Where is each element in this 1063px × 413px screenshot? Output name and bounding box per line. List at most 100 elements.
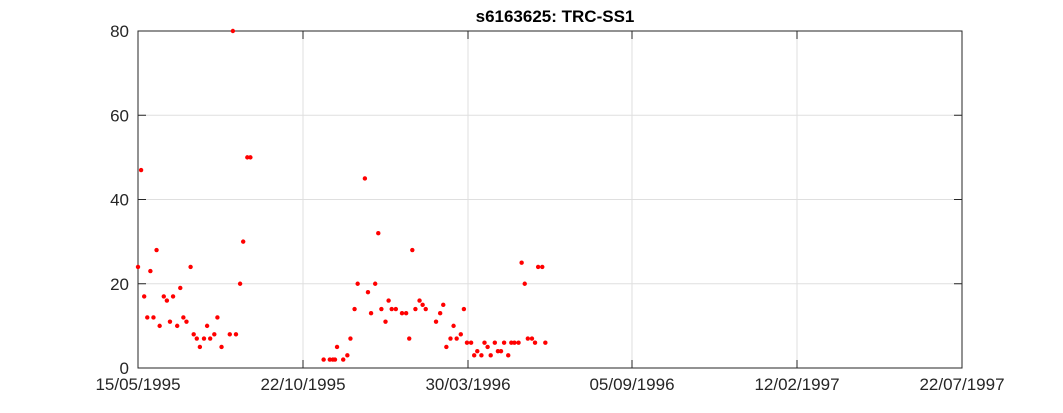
data-point — [488, 353, 493, 358]
data-point — [479, 353, 484, 358]
data-point — [194, 336, 199, 341]
data-point — [327, 357, 333, 362]
data-point — [321, 357, 326, 362]
data-point — [516, 340, 521, 345]
chart-title: s6163625: TRC-SS1 — [476, 7, 635, 26]
data-point — [201, 336, 207, 341]
data-point — [525, 336, 531, 341]
data-point — [154, 247, 159, 253]
data-point — [444, 344, 449, 350]
data-point — [543, 340, 548, 345]
data-point — [482, 340, 487, 345]
data-point — [512, 340, 517, 345]
data-point — [417, 298, 422, 303]
data-point — [332, 357, 338, 362]
data-point — [348, 336, 353, 341]
data-point — [334, 344, 340, 350]
x-tick-label: 22/07/1997 — [919, 375, 1004, 394]
data-point — [341, 357, 346, 362]
data-point — [472, 353, 477, 358]
grid-lines — [138, 31, 962, 368]
data-point — [492, 340, 498, 345]
data-point — [141, 294, 147, 299]
data-point — [215, 315, 220, 320]
data-point — [184, 319, 189, 324]
data-point — [386, 298, 391, 303]
data-point — [413, 306, 418, 312]
y-tick-label: 20 — [110, 275, 129, 294]
data-point — [355, 281, 360, 286]
data-point — [372, 281, 378, 286]
data-point — [379, 306, 384, 312]
x-tick-label: 30/03/1996 — [425, 375, 510, 394]
data-point — [151, 315, 156, 320]
data-point — [188, 264, 193, 270]
x-tick-label: 05/09/1996 — [589, 375, 674, 394]
data-point — [437, 311, 443, 316]
data-point — [174, 323, 180, 329]
data-point — [529, 336, 535, 341]
data-point — [365, 289, 371, 295]
data-points — [135, 28, 548, 362]
data-point — [410, 247, 415, 253]
y-tick-label: 60 — [110, 106, 129, 125]
data-point — [454, 336, 459, 341]
data-point — [461, 306, 467, 312]
data-point — [138, 167, 144, 173]
data-point — [148, 268, 153, 274]
data-point — [458, 332, 463, 337]
data-point — [535, 264, 541, 270]
data-point — [485, 344, 490, 350]
data-point — [495, 348, 501, 354]
data-point — [393, 306, 399, 312]
data-point — [540, 264, 545, 270]
data-point — [383, 319, 388, 324]
data-point — [376, 231, 381, 236]
data-point — [245, 155, 250, 160]
data-point — [240, 239, 246, 244]
data-point — [464, 340, 470, 345]
data-point — [501, 340, 507, 345]
data-point — [204, 323, 210, 329]
data-point — [448, 336, 453, 341]
data-point — [475, 348, 480, 354]
x-tick-label: 12/02/1997 — [754, 375, 839, 394]
data-point — [227, 332, 232, 337]
data-point — [420, 302, 425, 308]
data-point — [519, 260, 524, 265]
data-point — [522, 281, 527, 286]
data-point — [498, 348, 504, 354]
data-point — [345, 353, 350, 358]
data-point — [441, 302, 446, 308]
data-point — [207, 336, 213, 341]
x-tick-label: 15/05/1995 — [95, 375, 180, 394]
data-point — [161, 294, 166, 299]
data-point — [164, 298, 170, 303]
data-point — [532, 340, 538, 345]
data-point — [407, 336, 412, 341]
data-point — [451, 323, 456, 329]
data-point — [170, 294, 176, 299]
data-point — [362, 176, 368, 181]
y-tick-label: 0 — [120, 359, 129, 378]
data-point — [389, 306, 394, 312]
x-tick-label: 22/10/1995 — [260, 375, 345, 394]
data-point — [506, 353, 511, 358]
data-point — [157, 323, 162, 329]
data-point — [468, 340, 474, 345]
data-point — [352, 306, 357, 312]
y-tick-label: 80 — [110, 22, 129, 41]
data-point — [219, 344, 224, 350]
data-point — [368, 311, 374, 316]
axis-ticks — [137, 30, 963, 369]
data-point — [197, 344, 203, 350]
data-point — [191, 332, 196, 337]
tick-labels: 15/05/1995 22/10/1995 30/03/1996 05/09/1996… — [95, 22, 1004, 394]
data-point — [178, 285, 183, 291]
data-point — [399, 311, 405, 316]
data-point — [145, 315, 150, 320]
data-point — [135, 264, 141, 270]
data-point — [230, 28, 236, 34]
data-point — [433, 319, 439, 324]
